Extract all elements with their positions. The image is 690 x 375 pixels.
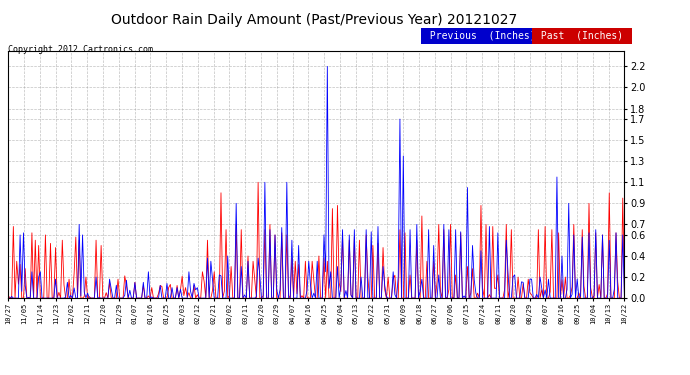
Text: Copyright 2012 Cartronics.com: Copyright 2012 Cartronics.com bbox=[8, 45, 153, 54]
Text: Past  (Inches): Past (Inches) bbox=[535, 31, 629, 40]
Text: Previous  (Inches): Previous (Inches) bbox=[424, 31, 542, 40]
Text: Outdoor Rain Daily Amount (Past/Previous Year) 20121027: Outdoor Rain Daily Amount (Past/Previous… bbox=[111, 13, 517, 27]
